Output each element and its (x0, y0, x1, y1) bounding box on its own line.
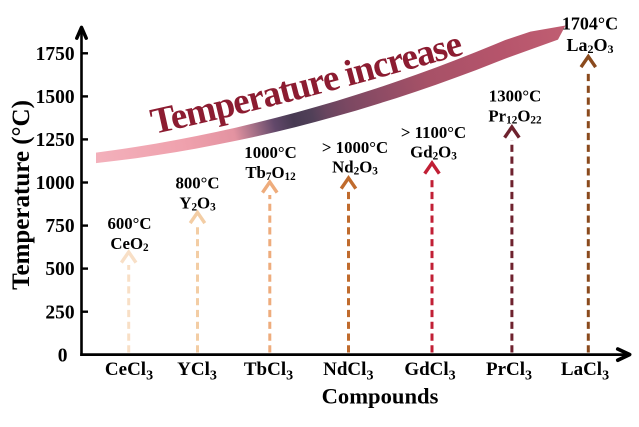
svg-text:> 1000°C: > 1000°C (322, 138, 388, 157)
svg-text:500: 500 (45, 259, 74, 280)
svg-text:Y2​O3​: Y2​O3​ (179, 194, 216, 214)
svg-text:TbCl3: TbCl3 (244, 359, 293, 383)
svg-text:Nd2​O3​: Nd2​O3​ (332, 158, 378, 178)
svg-text:600°C: 600°C (107, 214, 151, 233)
svg-text:Gd2​O3​: Gd2​O3​ (410, 143, 457, 163)
svg-text:750: 750 (45, 216, 74, 237)
svg-text:LaCl3: LaCl3 (561, 359, 609, 383)
svg-text:NdCl3: NdCl3 (323, 359, 373, 383)
svg-text:1000: 1000 (36, 173, 75, 194)
svg-text:Temperature (°C): Temperature (°C) (8, 100, 35, 290)
svg-text:> 1100°C: > 1100°C (401, 123, 466, 142)
svg-text:1300°C: 1300°C (489, 87, 541, 106)
svg-text:La2​O3​: La2​O3​ (566, 35, 613, 56)
svg-text:Compounds: Compounds (322, 384, 439, 409)
svg-text:1500: 1500 (36, 87, 75, 108)
svg-text:250: 250 (45, 302, 74, 323)
svg-text:Pr12​O22​: Pr12​O22​ (488, 107, 542, 127)
svg-text:800°C: 800°C (175, 174, 219, 193)
svg-text:Tb7​O12​: Tb7​O12​ (245, 163, 296, 183)
svg-text:1704°C: 1704°C (562, 14, 618, 34)
svg-text:1750: 1750 (36, 44, 75, 65)
svg-text:1250: 1250 (36, 130, 75, 151)
svg-text:PrCl3: PrCl3 (486, 359, 532, 383)
svg-text:1000°C: 1000°C (244, 143, 296, 162)
svg-text:CeO2​: CeO2​ (110, 234, 149, 254)
svg-text:CeCl3: CeCl3 (105, 359, 153, 383)
svg-text:0: 0 (58, 345, 68, 366)
svg-text:GdCl3: GdCl3 (404, 359, 455, 383)
